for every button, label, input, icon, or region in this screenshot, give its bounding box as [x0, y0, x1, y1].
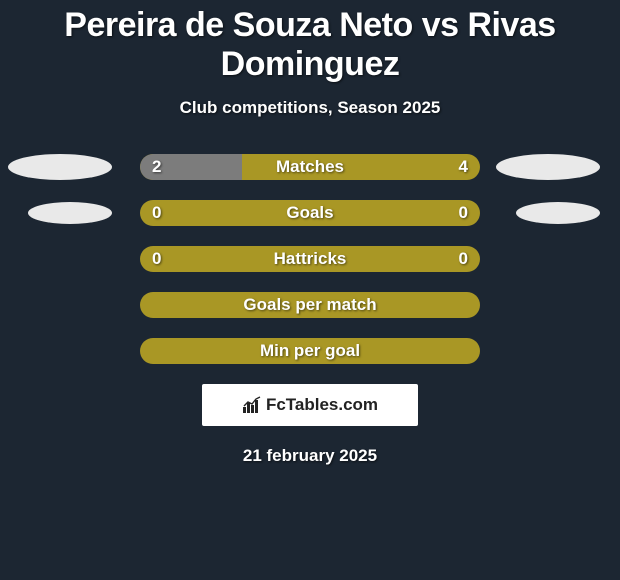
player-right-ellipse	[496, 154, 600, 180]
stat-row: Goals per match	[0, 292, 620, 318]
logo-text: FcTables.com	[266, 395, 378, 415]
stat-label: Goals	[286, 203, 333, 223]
stat-row: 2 4 Matches	[0, 154, 620, 180]
stat-row: 0 0 Hattricks	[0, 246, 620, 272]
stat-value-left: 0	[152, 203, 161, 223]
stat-value-left: 0	[152, 249, 161, 269]
stat-label: Matches	[276, 157, 344, 177]
stat-value-right: 0	[459, 249, 468, 269]
logo-box: FcTables.com	[202, 384, 418, 426]
stat-value-right: 0	[459, 203, 468, 223]
stat-bar: Goals per match	[140, 292, 480, 318]
stat-label: Min per goal	[260, 341, 360, 361]
stats-area: 2 4 Matches 0 0 Goals 0 0 Hattricks Goals per mat…	[0, 154, 620, 364]
stat-bar: Min per goal	[140, 338, 480, 364]
player-left-ellipse	[8, 154, 112, 180]
stat-label: Hattricks	[274, 249, 347, 269]
subtitle: Club competitions, Season 2025	[0, 98, 620, 118]
stat-value-left: 2	[152, 157, 161, 177]
stat-label: Goals per match	[243, 295, 376, 315]
player-right-ellipse	[516, 202, 600, 224]
stat-bar: 0 0 Goals	[140, 200, 480, 226]
player-left-ellipse	[28, 202, 112, 224]
page-title: Pereira de Souza Neto vs Rivas Dominguez	[0, 0, 620, 84]
stat-row: Min per goal	[0, 338, 620, 364]
chart-icon	[242, 395, 262, 415]
stat-bar: 0 0 Hattricks	[140, 246, 480, 272]
stat-row: 0 0 Goals	[0, 200, 620, 226]
stat-value-right: 4	[459, 157, 468, 177]
date-text: 21 february 2025	[0, 446, 620, 466]
stat-bar: 2 4 Matches	[140, 154, 480, 180]
